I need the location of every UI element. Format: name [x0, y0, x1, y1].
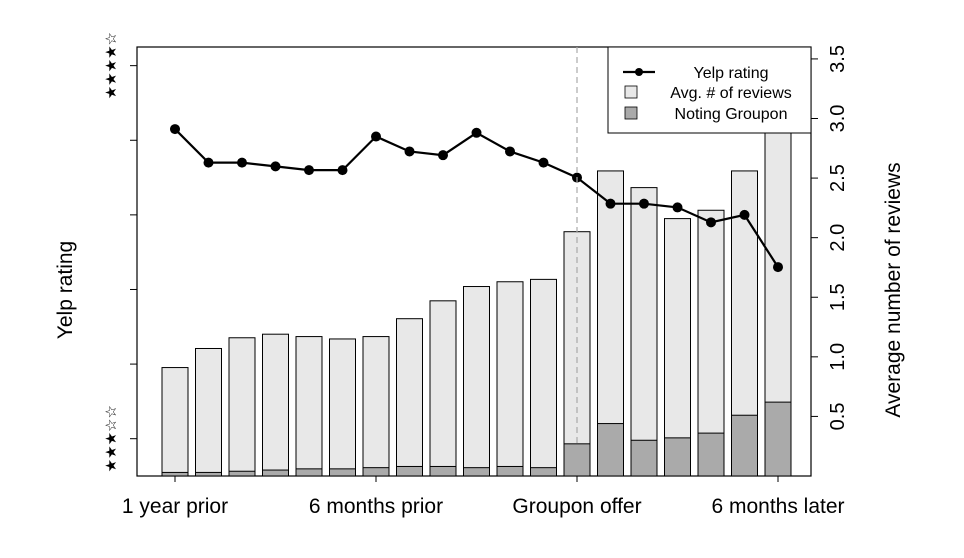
legend-label-rating: Yelp rating	[693, 65, 768, 82]
rating-point	[605, 198, 616, 209]
right-tick-label: 3.5	[827, 45, 849, 73]
rating-point	[371, 131, 381, 142]
legend-label-groupon: Noting Groupon	[675, 106, 788, 123]
left-tick-stars: ★★★★☆	[103, 32, 120, 99]
bar-reviews	[530, 278, 557, 477]
bar-reviews	[329, 338, 356, 477]
rating-point	[404, 146, 415, 157]
rating-point	[170, 124, 180, 135]
bar-groupon	[228, 470, 256, 477]
bar-reviews	[161, 367, 189, 477]
x-tick-label: 1 year prior	[122, 495, 228, 518]
bar-reviews	[496, 281, 524, 477]
legend-point-swatch	[635, 68, 643, 76]
x-tick-label: Groupon offer	[512, 495, 641, 518]
rating-point	[471, 127, 482, 138]
right-tick-label: 1.5	[827, 283, 849, 311]
bar-groupon	[429, 465, 457, 477]
left-tick-stars: ★★★☆☆	[103, 405, 120, 472]
legend-label-reviews: Avg. # of reviews	[670, 85, 792, 102]
bar-groupon	[161, 471, 189, 477]
bar-groupon	[195, 471, 222, 477]
right-tick-label: 3.0	[827, 105, 849, 133]
legend-swatch-reviews	[624, 85, 638, 99]
bar-groupon	[530, 467, 557, 477]
bar-groupon	[731, 414, 758, 477]
bars-layer	[161, 112, 792, 477]
right-tick-label: 2.0	[827, 224, 849, 252]
bar-reviews	[664, 218, 691, 477]
rating-point	[438, 150, 448, 161]
bar-groupon	[764, 401, 792, 477]
bar-reviews	[295, 336, 323, 477]
bar-groupon	[463, 467, 490, 477]
bar-reviews	[630, 187, 658, 477]
rating-point	[505, 146, 515, 157]
bar-groupon	[329, 468, 356, 477]
legend-box	[607, 46, 812, 134]
bar-reviews	[362, 336, 390, 477]
rating-point	[538, 157, 549, 168]
bar-reviews	[697, 209, 725, 477]
bar-groupon	[496, 465, 524, 477]
bar-reviews	[195, 347, 222, 477]
rating-point	[706, 217, 716, 228]
rating-point	[237, 157, 247, 168]
bar-reviews	[463, 286, 490, 477]
rating-point	[337, 165, 348, 176]
x-tick-label: 6 months later	[711, 495, 844, 518]
legend: Yelp rating Avg. # of reviews Noting Gro…	[607, 46, 812, 134]
right-axis-label: Average number of reviews	[882, 162, 905, 417]
bar-groupon	[664, 437, 691, 477]
rating-point	[773, 262, 783, 273]
bar-groupon	[295, 468, 323, 477]
rating-point	[739, 209, 750, 220]
rating-line-layer	[170, 124, 783, 273]
right-tick-label: 0.5	[827, 403, 849, 431]
bar-reviews	[429, 300, 457, 477]
bar-groupon	[630, 439, 658, 477]
bar-reviews	[228, 337, 256, 477]
rating-point	[304, 165, 314, 176]
bar-groupon	[396, 465, 423, 477]
legend-swatch-groupon	[624, 106, 638, 120]
rating-point	[203, 157, 214, 168]
x-axis: 1 year prior 6 months prior Groupon offer 6…	[122, 476, 845, 518]
rating-point	[672, 202, 683, 213]
bar-groupon	[597, 423, 624, 477]
x-tick-label: 6 months prior	[309, 495, 443, 518]
right-axis: 0.5 1.0 1.5 2.0 2.5 3.0 3.5	[811, 45, 849, 430]
bar-reviews	[396, 318, 423, 477]
rating-point	[639, 198, 649, 209]
left-axis-label: Yelp rating	[54, 241, 77, 339]
right-tick-label: 2.5	[827, 164, 849, 192]
left-axis: ★★★☆☆ ★★★★☆	[103, 32, 137, 472]
bar-groupon	[362, 467, 390, 477]
bar-groupon	[697, 432, 725, 477]
bar-groupon	[262, 469, 289, 477]
bar-reviews	[262, 333, 289, 477]
rating-point	[270, 161, 281, 172]
right-tick-label: 1.0	[827, 343, 849, 371]
